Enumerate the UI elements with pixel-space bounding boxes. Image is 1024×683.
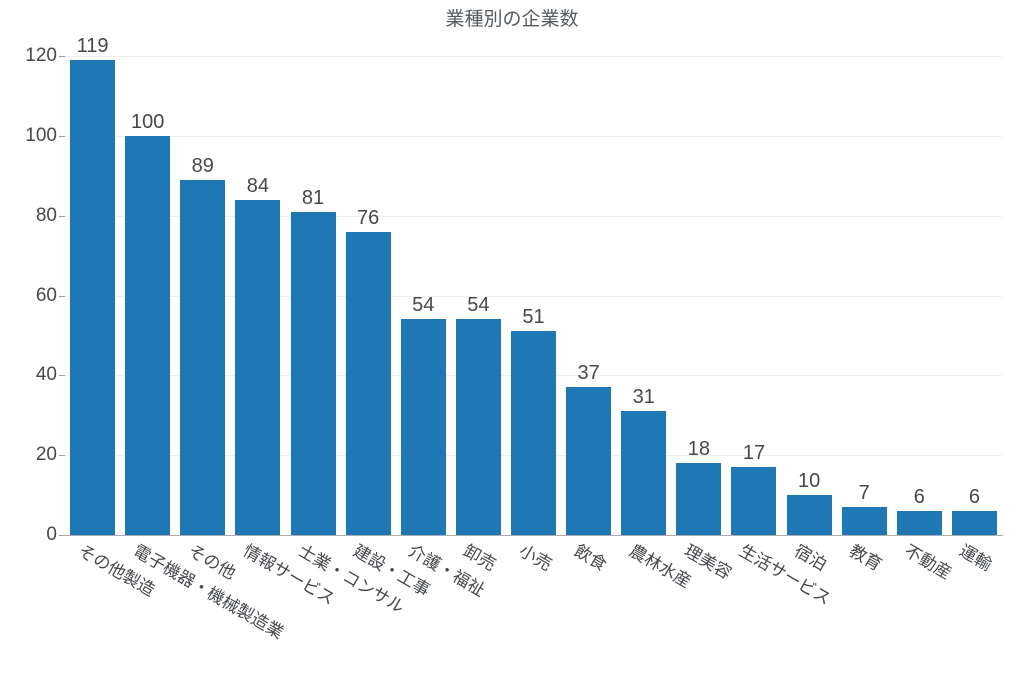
bar[interactable] bbox=[455, 319, 501, 535]
bar[interactable] bbox=[566, 387, 612, 535]
bar[interactable] bbox=[896, 511, 942, 535]
bar-value-label: 54 bbox=[467, 294, 490, 317]
y-axis-tick-label: 0 bbox=[46, 524, 57, 545]
gridline bbox=[65, 215, 1002, 217]
bar-value-label: 100 bbox=[130, 110, 165, 133]
bar[interactable] bbox=[786, 495, 832, 535]
gridline bbox=[65, 56, 1002, 57]
y-axis-tick-label: 20 bbox=[35, 444, 57, 466]
bar-value-label: 7 bbox=[858, 482, 870, 505]
bar-value-label: 51 bbox=[522, 306, 545, 329]
bar[interactable] bbox=[676, 463, 722, 535]
x-axis-tick-label-text: 卸売 bbox=[460, 541, 500, 575]
x-axis-tick-label-text: 宿泊 bbox=[791, 541, 831, 575]
bar-value-label: 6 bbox=[968, 486, 980, 509]
bar[interactable] bbox=[70, 59, 116, 535]
bar-value-label: 6 bbox=[913, 486, 925, 509]
bar-value-label: 37 bbox=[577, 362, 600, 385]
y-tick-mark bbox=[59, 215, 65, 217]
x-axis-tick-label-text: 農林水産 bbox=[625, 541, 695, 592]
chart-title: 業種別の企業数 bbox=[445, 9, 579, 30]
x-axis-line bbox=[64, 535, 1003, 536]
y-tick-mark bbox=[59, 135, 65, 137]
x-axis-tick-label-text: 飲食 bbox=[570, 541, 610, 575]
gridline bbox=[65, 295, 1002, 297]
y-tick-mark bbox=[59, 455, 65, 457]
bar-value-label: 119 bbox=[76, 34, 109, 57]
bar[interactable] bbox=[731, 467, 777, 535]
bar[interactable] bbox=[345, 231, 391, 535]
bar[interactable] bbox=[511, 331, 556, 535]
bar-value-label: 54 bbox=[412, 294, 435, 317]
bar-value-label: 84 bbox=[246, 174, 270, 197]
x-axis-tick-label-text: 運輸 bbox=[956, 541, 996, 575]
x-axis-tick-label-text: 不動産 bbox=[901, 541, 955, 584]
bar-value-label: 31 bbox=[632, 386, 655, 409]
y-tick-mark bbox=[59, 295, 65, 297]
bar[interactable] bbox=[125, 135, 171, 535]
bar[interactable] bbox=[621, 411, 667, 535]
bar[interactable] bbox=[951, 511, 997, 535]
y-tick-mark bbox=[59, 375, 65, 377]
gridline bbox=[65, 135, 1002, 137]
bar[interactable] bbox=[235, 199, 281, 535]
bar-value-label: 18 bbox=[687, 438, 710, 461]
y-axis-tick-label: 60 bbox=[35, 284, 57, 306]
bar-value-label: 17 bbox=[742, 442, 766, 465]
bar[interactable] bbox=[180, 179, 226, 535]
bar[interactable] bbox=[400, 319, 446, 535]
bar-value-label: 76 bbox=[357, 206, 380, 229]
y-axis-tick-label: 40 bbox=[35, 364, 57, 386]
x-axis-tick-label-text: 教育 bbox=[846, 541, 886, 575]
y-axis-tick-label: 100 bbox=[25, 124, 57, 146]
bar-value-label: 81 bbox=[301, 186, 325, 209]
y-tick-mark bbox=[59, 535, 65, 536]
y-axis-tick-label: 120 bbox=[25, 45, 57, 66]
bar[interactable] bbox=[841, 507, 887, 535]
y-tick-mark bbox=[59, 56, 65, 57]
y-axis-tick-label: 80 bbox=[35, 204, 57, 226]
bar-value-label: 89 bbox=[191, 154, 214, 177]
x-axis-tick-label-text: 小売 bbox=[515, 541, 555, 575]
bar[interactable] bbox=[290, 211, 336, 535]
bar-value-label: 10 bbox=[797, 470, 821, 493]
